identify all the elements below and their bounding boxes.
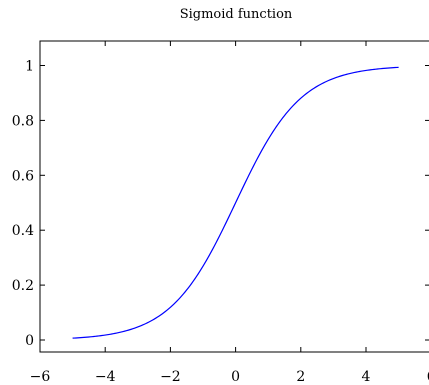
x-tick-label: −6 — [30, 369, 51, 385]
plot-frame — [39, 40, 429, 353]
x-tick-label: 0 — [231, 369, 240, 385]
chart-title: Sigmoid function — [180, 7, 293, 22]
y-tick-label: 1 — [25, 59, 34, 75]
x-tick-label: 2 — [296, 369, 305, 385]
sigmoid-curve — [72, 66, 399, 339]
x-axis-ticks: −6 −4 −2 0 2 4 6 — [30, 41, 429, 385]
y-tick-label: 0.4 — [12, 223, 34, 239]
y-tick-label: 0.2 — [12, 278, 34, 294]
x-tick-label: −4 — [95, 369, 116, 385]
x-tick-label: −2 — [160, 369, 181, 385]
x-tick-label: 4 — [362, 369, 371, 385]
y-tick-label: 0.6 — [12, 168, 34, 184]
x-tick-label: 6 — [427, 369, 429, 385]
y-tick-label: 0 — [25, 333, 34, 349]
y-axis-ticks: 0 0.2 0.4 0.6 0.8 1 — [12, 59, 429, 349]
y-tick-label: 0.8 — [12, 113, 34, 129]
